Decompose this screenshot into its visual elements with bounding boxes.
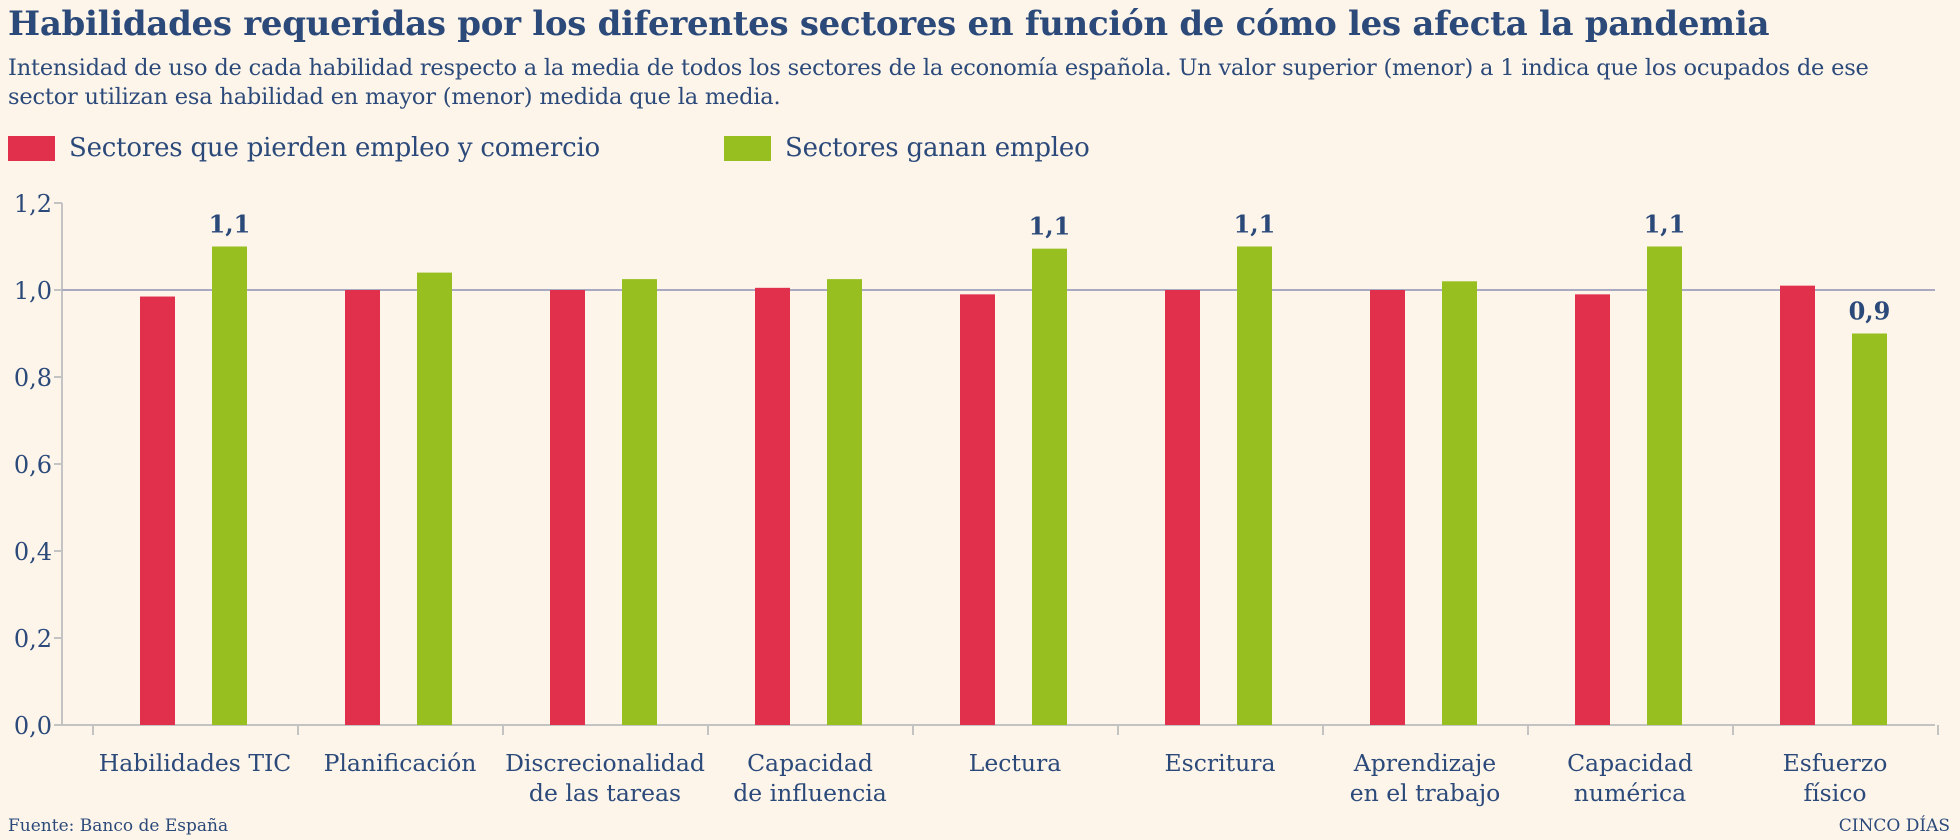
x-category-label: Aprendizaje en el trabajo xyxy=(1350,749,1501,807)
y-tick-label: 0,8 xyxy=(14,364,52,392)
x-category-label: Esfuerzo físico xyxy=(1783,749,1888,807)
y-tick-label: 0,4 xyxy=(14,538,52,566)
bar-gaining-sectors xyxy=(1852,333,1887,725)
legend-swatch-red xyxy=(8,135,55,161)
bar-losing-sectors xyxy=(960,294,995,725)
x-category-label: Discrecionalidad de las tareas xyxy=(505,749,705,807)
bar-losing-sectors xyxy=(140,296,175,725)
bar-gaining-sectors xyxy=(1032,248,1067,726)
bar-gaining-sectors xyxy=(1442,281,1477,725)
bar-gaining-sectors xyxy=(417,272,452,725)
data-label: 1,1 xyxy=(209,210,251,239)
bar-gaining-sectors xyxy=(1237,246,1272,725)
bar-gaining-sectors xyxy=(1647,246,1682,725)
bar-losing-sectors xyxy=(1575,294,1610,725)
chart-title: Habilidades requeridas por los diferente… xyxy=(8,4,1770,44)
y-tick-label: 1,2 xyxy=(14,190,52,218)
legend-item-losing-sectors: Sectores que pierden empleo y comercio xyxy=(8,133,600,163)
x-category-label: Capacidad de influencia xyxy=(733,749,887,807)
y-tick-label: 1,0 xyxy=(14,277,52,305)
bar-losing-sectors xyxy=(1370,290,1405,725)
y-tick-label: 0,0 xyxy=(14,712,52,740)
legend: Sectores que pierden empleo y comercio S… xyxy=(8,132,1090,164)
y-tick-label: 0,2 xyxy=(14,625,52,653)
bar-losing-sectors xyxy=(1165,290,1200,725)
x-category-label: Planificación xyxy=(324,749,477,777)
bar-losing-sectors xyxy=(1780,285,1815,725)
bar-losing-sectors xyxy=(345,290,380,725)
bar-chart: 0,0 0,2 0,4 0,6 0,8 1,0 1,2 1,1 Habilidades TIC P… xyxy=(14,190,1939,807)
legend-label: Sectores que pierden empleo y comercio xyxy=(69,133,601,163)
x-category-label: Escritura xyxy=(1165,749,1276,777)
chart-subtitle: Intensidad de uso de cada habilidad resp… xyxy=(8,55,1869,110)
bar-gaining-sectors xyxy=(212,246,247,725)
source-note: Fuente: Banco de España xyxy=(8,816,229,836)
x-category-label: Habilidades TIC xyxy=(99,749,292,777)
x-category-label: Lectura xyxy=(969,749,1062,777)
y-tick-label: 0,6 xyxy=(14,451,52,479)
data-label: 1,1 xyxy=(1644,210,1686,239)
legend-label: Sectores ganan empleo xyxy=(785,133,1090,163)
bar-gaining-sectors xyxy=(827,279,862,725)
bar-losing-sectors xyxy=(550,290,585,725)
data-label: 1,1 xyxy=(1029,212,1071,241)
bar-losing-sectors xyxy=(755,287,790,725)
legend-item-gaining-sectors: Sectores ganan empleo xyxy=(724,133,1090,163)
data-label: 0,9 xyxy=(1849,297,1891,326)
x-category-label: Capacidad numérica xyxy=(1567,749,1693,807)
brand-credit: CINCO DÍAS xyxy=(1838,816,1950,836)
bar-gaining-sectors xyxy=(622,279,657,725)
legend-swatch-green xyxy=(724,135,772,161)
data-label: 1,1 xyxy=(1234,210,1276,239)
